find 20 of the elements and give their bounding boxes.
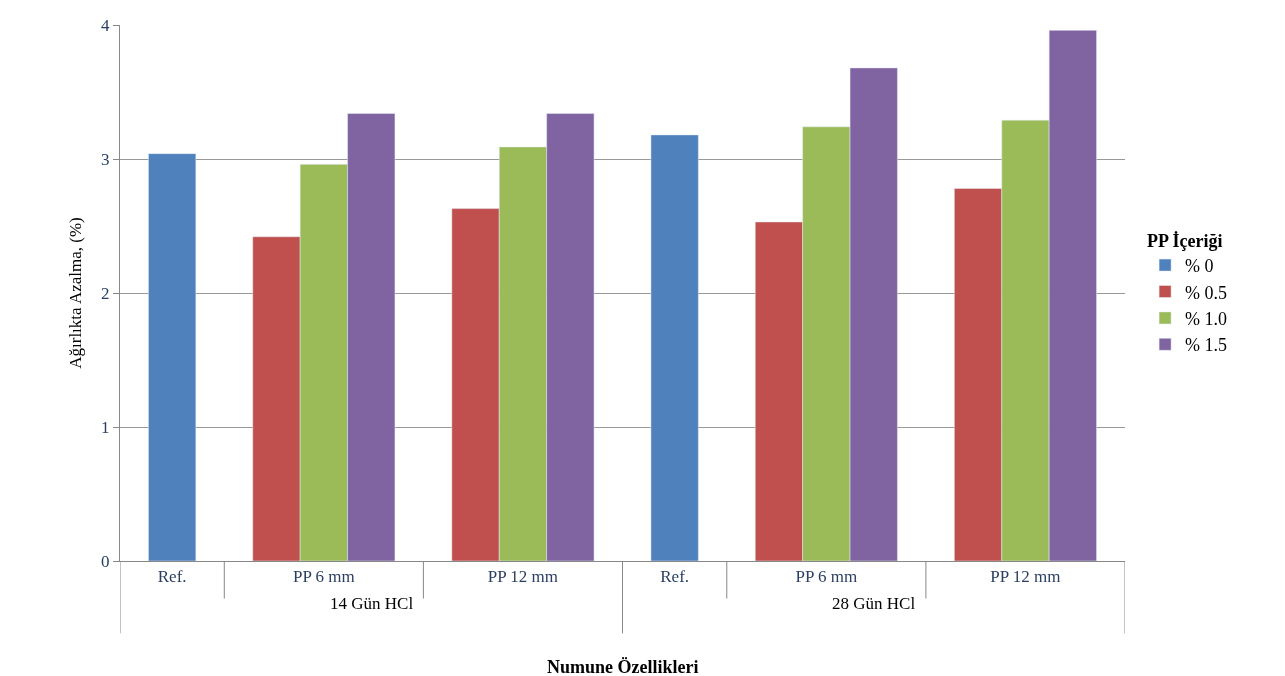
text: 14 Gün HCl xyxy=(330,594,414,613)
y-tick-label: 0 xyxy=(101,551,110,571)
x-tick-label: PP 6 mm xyxy=(292,567,355,587)
legend-title: PP İçeriği xyxy=(1147,230,1223,251)
y-tick-label: 4 xyxy=(101,15,111,35)
x-tick-label: PP 12 mm xyxy=(487,567,559,587)
legend-label: % 1.0 xyxy=(1185,308,1228,329)
legend-label: % 0.5 xyxy=(1185,282,1228,303)
x-tick-label: PP 6 mm xyxy=(795,567,858,587)
text: 28 Gün HCl xyxy=(832,594,916,613)
x-tick-label: PP 12 mm xyxy=(990,567,1061,587)
x-tick-label: Ref. xyxy=(157,567,187,587)
y-tick-label: 2 xyxy=(101,283,110,303)
y-axis-title: Ağırlıkta Azalma, (%) xyxy=(65,217,85,369)
x-tick-label: Ref. xyxy=(660,567,690,587)
x-axis-title: Numune Özellikleri xyxy=(547,657,699,676)
y-tick-label: 1 xyxy=(101,417,110,437)
y-tick-label: 3 xyxy=(101,149,110,169)
legend-label: % 0 xyxy=(1185,256,1214,277)
legend-label: % 1.5 xyxy=(1185,335,1228,356)
